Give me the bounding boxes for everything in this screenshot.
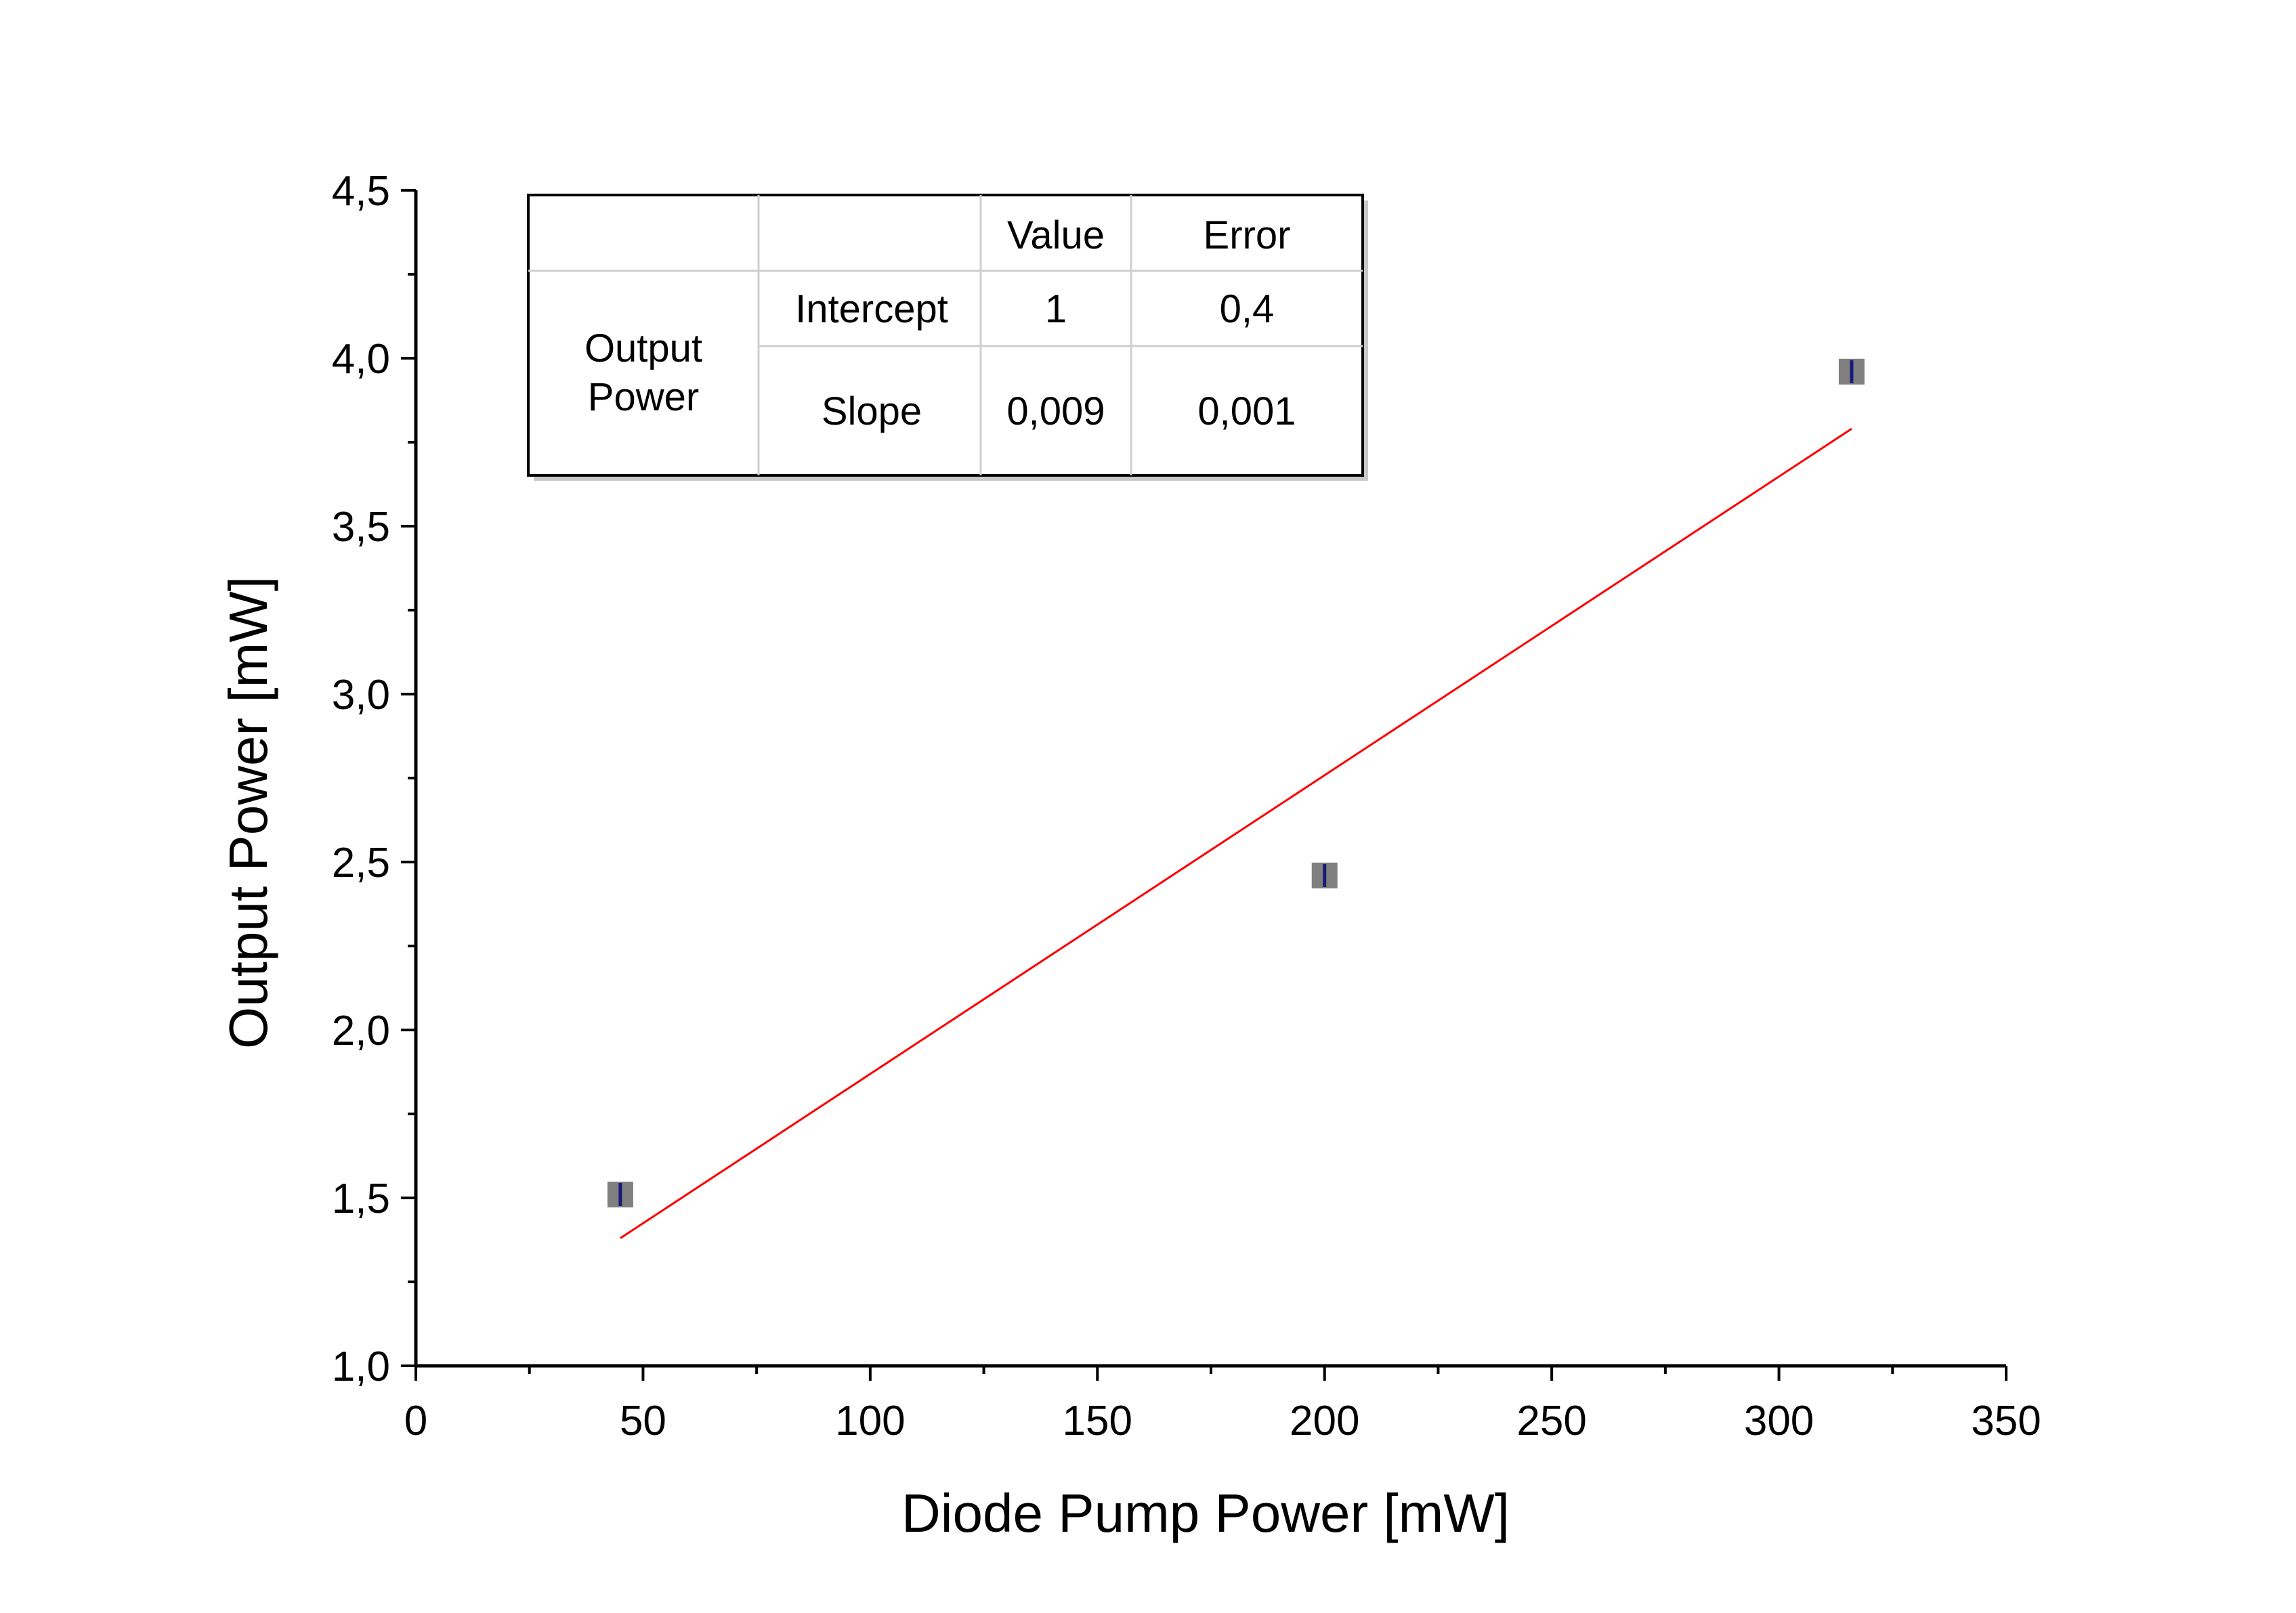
x-tick-label: 350 — [1971, 1398, 2041, 1444]
x-axis-title: Diode Pump Power [mW] — [901, 1483, 1510, 1543]
table-group-label-line: Output — [584, 326, 702, 370]
x-tick-label: 200 — [1290, 1398, 1359, 1444]
y-tick-label: 4,5 — [332, 168, 390, 215]
y-tick-label: 1,0 — [332, 1343, 390, 1390]
y-tick-label: 2,0 — [332, 1008, 390, 1054]
table-frame — [527, 194, 1364, 477]
table-error-slope: 0,001 — [1197, 389, 1296, 433]
table-param-intercept: Intercept — [795, 287, 948, 331]
linear-fit-line — [620, 427, 1852, 1239]
table-value-slope: 0,009 — [1006, 389, 1105, 433]
x-tick-label: 250 — [1516, 1398, 1586, 1444]
y-tick-label: 3,0 — [332, 672, 390, 718]
x-tick-label: 100 — [835, 1398, 905, 1444]
y-tick-label: 4,0 — [332, 336, 390, 383]
y-tick-label: 2,5 — [332, 840, 390, 886]
y-tick-label: 1,5 — [332, 1176, 390, 1222]
table-group-label-line: Power — [588, 375, 699, 419]
data-points — [607, 358, 1865, 1208]
x-tick-label: 300 — [1744, 1398, 1814, 1444]
y-axis-title: Output Power [mW] — [218, 576, 278, 1049]
y-axis-ticks: 1,0 1,5 2,0 2,5 3,0 3,5 4,0 4,5 — [332, 168, 416, 1390]
x-axis-ticks: 0 50 100 150 200 250 300 350 — [404, 1366, 2041, 1444]
fit-results-table: Value Error Output Power Intercept 1 0,4 … — [527, 194, 1368, 481]
table-header-value: Value — [1007, 213, 1105, 257]
table-param-slope: Slope — [822, 389, 922, 433]
table-group-label: Output Power — [584, 326, 702, 419]
x-tick-label: 150 — [1063, 1398, 1132, 1444]
x-tick-label: 0 — [404, 1398, 427, 1444]
table-error-intercept: 0,4 — [1220, 287, 1275, 331]
x-tick-label: 50 — [620, 1398, 666, 1444]
table-value-intercept: 1 — [1045, 287, 1067, 331]
y-tick-label: 3,5 — [332, 504, 390, 551]
table-header-error: Error — [1204, 213, 1291, 257]
